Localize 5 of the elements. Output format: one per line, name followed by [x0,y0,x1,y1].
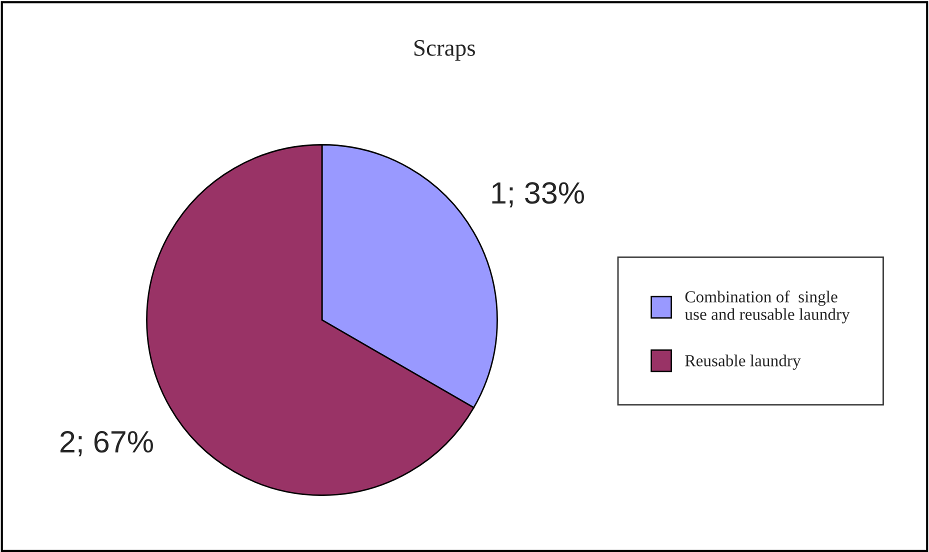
chart-title: Scraps [414,40,475,61]
data-label: 2; 67% [60,430,153,456]
legend-label: Reusable laundry [685,354,801,370]
legend-label: Combination of single use and reusable laundry [684,290,850,324]
data-label: 1; 33% [492,182,584,208]
